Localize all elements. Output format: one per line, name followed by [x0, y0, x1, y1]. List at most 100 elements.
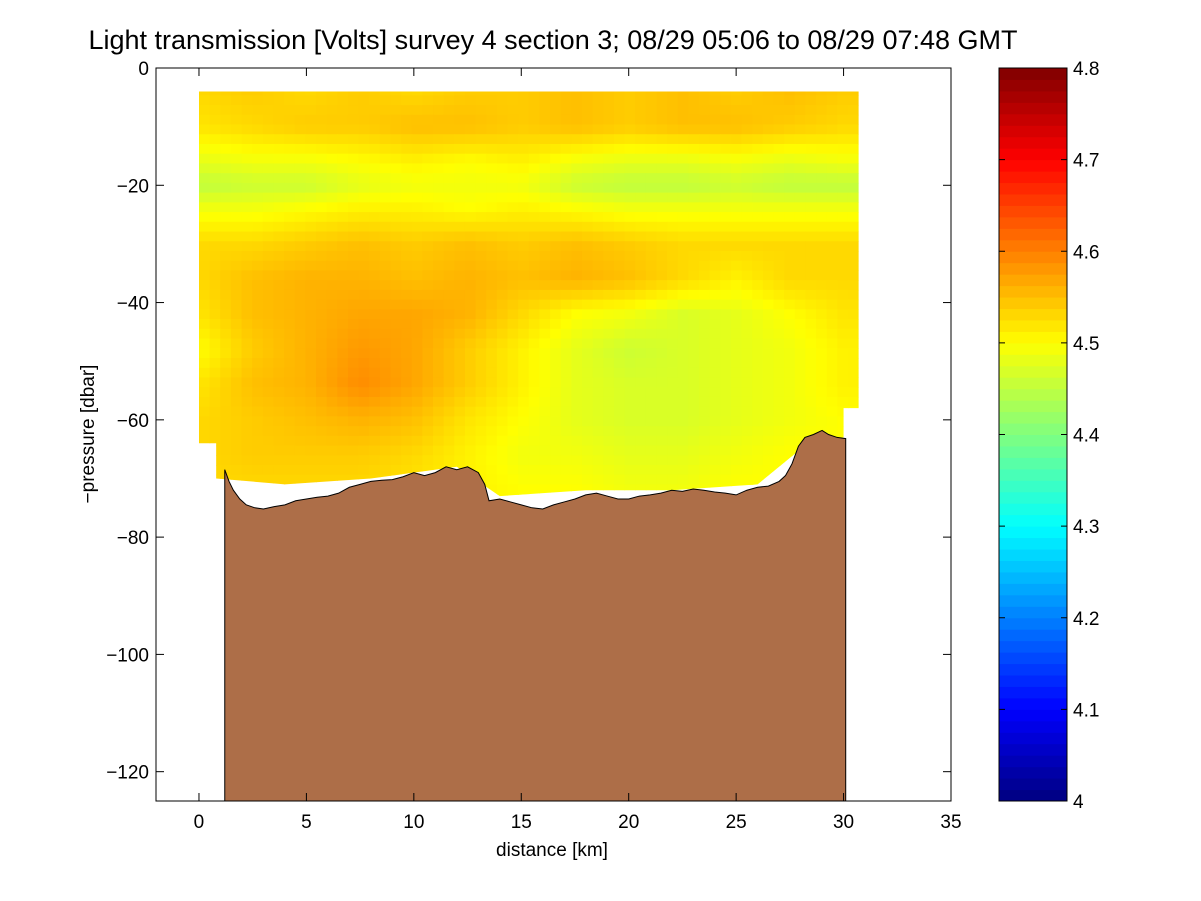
field-cell	[709, 95, 721, 106]
field-cell	[645, 435, 658, 447]
field-cell	[741, 260, 753, 272]
field-cell	[454, 377, 466, 388]
field-cell	[401, 377, 413, 388]
field-cell	[443, 260, 455, 272]
field-cell	[635, 153, 647, 165]
field-cell	[326, 328, 338, 340]
field-cell	[358, 358, 370, 369]
field-cell	[528, 494, 541, 497]
colorbar-segment	[999, 503, 1067, 516]
field-cell	[560, 95, 572, 106]
field-cell	[337, 221, 349, 233]
field-cell	[592, 105, 604, 116]
field-cell	[581, 474, 594, 486]
field-cell	[316, 91, 328, 96]
field-cell	[794, 241, 807, 252]
field-cell	[209, 445, 221, 456]
field-cell	[571, 465, 583, 476]
field-cell	[539, 280, 551, 291]
field-cell	[528, 348, 541, 359]
field-cell	[667, 91, 679, 96]
field-cell	[741, 192, 753, 203]
field-cell	[507, 338, 519, 349]
field-cell	[369, 231, 381, 242]
field-cell	[528, 250, 541, 262]
colorbar-segment	[999, 709, 1067, 722]
field-cell	[645, 445, 658, 456]
field-cell	[837, 134, 849, 145]
field-cell	[826, 348, 838, 359]
field-cell	[847, 406, 859, 417]
field-cell	[486, 484, 498, 495]
field-cell	[369, 95, 381, 106]
field-cell	[528, 319, 541, 330]
y-tick-label: −120	[106, 763, 149, 784]
field-cell	[773, 95, 785, 106]
field-cell	[273, 202, 285, 213]
field-cell	[273, 445, 285, 456]
field-cell	[507, 484, 519, 495]
field-cell	[592, 270, 604, 281]
field-cell	[241, 124, 253, 135]
field-cell	[379, 396, 392, 408]
field-cell	[730, 280, 743, 291]
field-cell	[230, 95, 243, 106]
field-cell	[294, 143, 306, 155]
field-cell	[326, 309, 338, 320]
field-cell	[475, 406, 487, 417]
field-cell	[677, 328, 689, 340]
field-cell	[805, 153, 817, 165]
field-cell	[720, 105, 732, 116]
field-cell	[826, 95, 838, 106]
field-cell	[603, 192, 615, 203]
field-cell	[411, 367, 423, 379]
field-cell	[539, 231, 551, 242]
field-cell	[220, 435, 232, 447]
field-cell	[401, 231, 413, 242]
field-cell	[486, 95, 498, 106]
field-cell	[305, 455, 317, 466]
field-cell	[486, 114, 498, 126]
field-cell	[699, 465, 711, 476]
field-cell	[762, 474, 775, 486]
field-cell	[592, 231, 604, 242]
field-cell	[560, 212, 572, 223]
field-cell	[784, 406, 796, 417]
field-cell	[220, 163, 232, 174]
field-cell	[198, 231, 211, 242]
field-cell	[773, 270, 785, 281]
field-cell	[337, 212, 349, 223]
field-cell	[837, 250, 849, 262]
field-cell	[613, 221, 626, 233]
field-cell	[539, 377, 551, 388]
field-cell	[730, 153, 743, 165]
field-cell	[709, 124, 721, 135]
field-cell	[720, 319, 732, 330]
field-cell	[581, 348, 594, 359]
field-cell	[784, 358, 796, 369]
field-cell	[762, 309, 775, 320]
field-cell	[230, 319, 243, 330]
field-cell	[433, 91, 445, 96]
field-cell	[603, 348, 615, 359]
field-cell	[720, 95, 732, 106]
field-cell	[273, 474, 285, 486]
field-cell	[273, 260, 285, 272]
field-cell	[464, 202, 477, 213]
field-cell	[379, 182, 392, 194]
field-cell	[709, 299, 721, 310]
field-cell	[603, 396, 615, 408]
field-cell	[486, 377, 498, 388]
field-cell	[454, 299, 466, 310]
field-cell	[667, 114, 679, 126]
field-cell	[624, 319, 636, 330]
field-cell	[209, 231, 221, 242]
field-cell	[464, 105, 477, 116]
field-cell	[464, 260, 477, 272]
field-cell	[241, 250, 253, 262]
field-cell	[709, 192, 721, 203]
field-cell	[741, 474, 753, 486]
field-cell	[826, 231, 838, 242]
colorbar-tick-label: 4.4	[1073, 426, 1100, 447]
field-cell	[645, 182, 658, 194]
